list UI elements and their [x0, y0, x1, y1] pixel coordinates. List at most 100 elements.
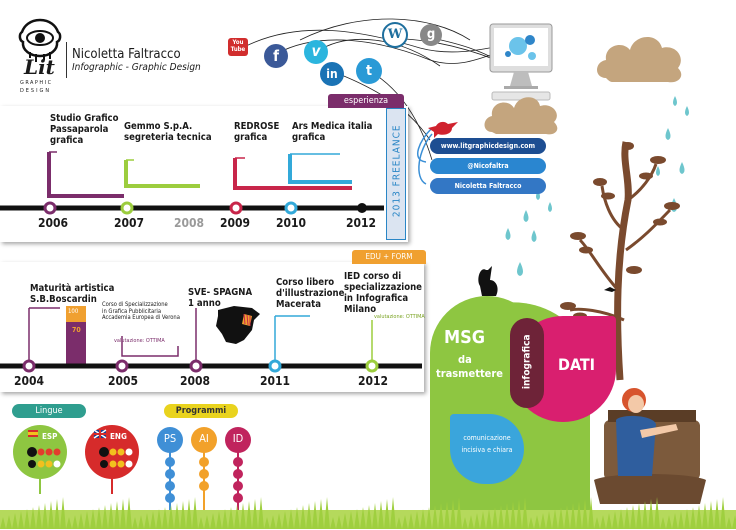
grass-blade [342, 513, 348, 529]
grass-blade [666, 515, 672, 529]
grass-blade [690, 507, 696, 529]
grass-blade [12, 513, 18, 529]
grass-blade [174, 503, 180, 529]
exp-year-2006: 2006 [38, 216, 69, 230]
grass-blade [582, 499, 588, 529]
education-tag: EDU + FORM [352, 250, 426, 264]
grass-blade [540, 513, 546, 529]
program-ai-label: AI [199, 432, 209, 445]
grass-blade [426, 507, 432, 529]
venn-da-label: da [458, 353, 472, 366]
grass-blade [558, 507, 564, 529]
grass-blade [420, 509, 426, 529]
twitter-icon[interactable]: t [356, 58, 382, 84]
red-bird-icon [428, 121, 458, 138]
grass-blade [276, 513, 282, 529]
grass-blade [456, 497, 462, 529]
grass-blade [72, 515, 78, 529]
grass-blade [240, 503, 246, 529]
freelance-column: 2013 FREELANCE [386, 108, 406, 240]
grass-blade [618, 509, 624, 529]
grass-blade [312, 501, 318, 529]
edu-year-2011: 2011 [260, 374, 291, 388]
grass-blade [576, 501, 582, 529]
grass-blade [294, 507, 300, 529]
programs-tag: Programmi [164, 404, 238, 418]
exp-entry-2: Gemmo S.p.A. segreteria tecnica [124, 121, 212, 143]
grass-blade [552, 509, 558, 529]
grass-blade [186, 499, 192, 529]
program-ps-label: PS [163, 432, 177, 445]
grass-blade [36, 505, 42, 529]
venn-note-2: incisiva e chiara [461, 446, 513, 454]
grass-blade [108, 503, 114, 529]
person-illustration [594, 388, 706, 504]
spain-map-icon [216, 306, 260, 344]
edu-entry-3: SVE- SPAGNA 1 anno [188, 287, 253, 309]
grass-blade [180, 501, 186, 529]
grass-blade [252, 499, 258, 529]
grass-blade [270, 515, 276, 529]
grass-blade [258, 497, 264, 529]
grass-blade [192, 497, 198, 529]
linkedin-icon[interactable]: in [320, 62, 344, 86]
edu-entry-4: Corso libero d'illustrazione Macerata [276, 277, 345, 310]
facebook-icon[interactable]: f [264, 44, 288, 68]
grass-blade [636, 503, 642, 529]
grass-blade [438, 503, 444, 529]
grass-blade [468, 515, 474, 529]
grass-blade [114, 501, 120, 529]
timeline-dot [365, 359, 379, 373]
edu-entry-2: Corso di Specializzazione in Grafica Pubb… [102, 302, 180, 322]
grass-blade [42, 503, 48, 529]
grass-blade [156, 509, 162, 529]
grade-bar: 100 70 [66, 306, 86, 366]
language-eng: ENG [84, 424, 140, 494]
vimeo-icon[interactable]: v [304, 40, 328, 64]
grass-blade [84, 511, 90, 529]
grass-blade [306, 503, 312, 529]
website-link[interactable]: www.litgraphicdesign.com [430, 138, 546, 154]
grass-blade [126, 497, 132, 529]
grass-blade [546, 511, 552, 529]
page-subtitle: Infographic - Graphic Design [72, 62, 201, 73]
grass-blade [234, 505, 240, 529]
program-id-label: ID [232, 432, 244, 445]
grass-blade [462, 517, 468, 529]
linkedin-name-link[interactable]: Nicoletta Faltracco [430, 178, 546, 194]
google-icon[interactable]: g [420, 24, 442, 46]
grass-blade [102, 505, 108, 529]
wordpress-icon[interactable]: W [382, 22, 408, 48]
grass-blade [606, 513, 612, 529]
grass-blade [474, 513, 480, 529]
grass-blade [480, 511, 486, 529]
youtube-icon[interactable]: You Tube [228, 38, 248, 60]
venn-dati-label: DATI [558, 355, 596, 374]
grass-blade [630, 505, 636, 529]
logo-sub-2: DESIGN [20, 88, 52, 94]
grass-blade [78, 513, 84, 529]
education-timeline [0, 307, 422, 373]
grass-blade [564, 505, 570, 529]
grass-blade [228, 507, 234, 529]
grass-blade [726, 517, 732, 529]
timeline-dot [115, 359, 129, 373]
exp-year-2008: 2008 [174, 216, 205, 230]
grass-blade [282, 511, 288, 529]
grass-blade [486, 509, 492, 529]
experience-panel [0, 106, 408, 242]
grass-blade [264, 517, 270, 529]
grass-blade [714, 499, 720, 529]
logo: Lit GRAPHIC DESIGN [18, 18, 62, 100]
exp-year-2012: 2012 [346, 216, 377, 230]
grass-blade [354, 509, 360, 529]
grass-blade [360, 507, 366, 529]
exp-year-2007: 2007 [114, 216, 145, 230]
grass-blade [24, 509, 30, 529]
grass [0, 497, 736, 529]
twitter-handle-link[interactable]: @Nicofaltra [430, 158, 546, 174]
grass-blade [18, 511, 24, 529]
grass-blade [696, 505, 702, 529]
grass-blade [528, 517, 534, 529]
exp-year-2010: 2010 [276, 216, 307, 230]
